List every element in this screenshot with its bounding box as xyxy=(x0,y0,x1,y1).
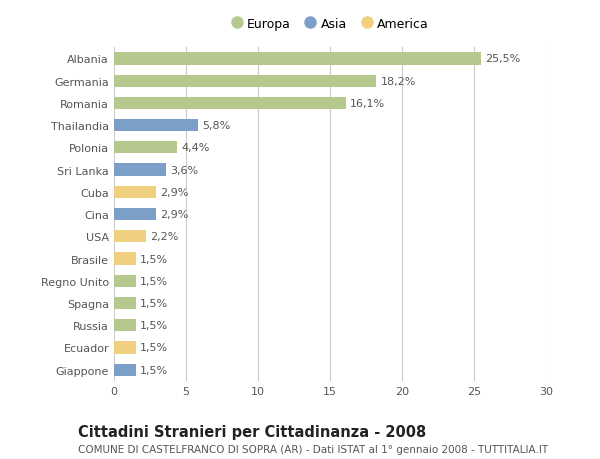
Bar xyxy=(114,186,156,198)
Text: 16,1%: 16,1% xyxy=(350,99,385,109)
Text: 1,5%: 1,5% xyxy=(140,365,168,375)
Legend: Europa, Asia, America: Europa, Asia, America xyxy=(228,15,432,35)
Bar xyxy=(114,231,146,243)
Text: 2,9%: 2,9% xyxy=(160,187,188,197)
Bar xyxy=(114,319,136,331)
Bar xyxy=(114,98,346,110)
Bar xyxy=(114,53,481,65)
Text: 25,5%: 25,5% xyxy=(485,54,521,64)
Bar xyxy=(114,275,136,287)
Text: 1,5%: 1,5% xyxy=(140,343,168,353)
Bar xyxy=(114,142,178,154)
Text: Cittadini Stranieri per Cittadinanza - 2008: Cittadini Stranieri per Cittadinanza - 2… xyxy=(78,425,426,440)
Text: COMUNE DI CASTELFRANCO DI SOPRA (AR) - Dati ISTAT al 1° gennaio 2008 - TUTTITALI: COMUNE DI CASTELFRANCO DI SOPRA (AR) - D… xyxy=(78,444,548,454)
Bar xyxy=(114,164,166,176)
Text: 1,5%: 1,5% xyxy=(140,320,168,330)
Bar xyxy=(114,253,136,265)
Text: 4,4%: 4,4% xyxy=(182,143,210,153)
Bar xyxy=(114,75,376,88)
Text: 1,5%: 1,5% xyxy=(140,298,168,308)
Text: 2,2%: 2,2% xyxy=(150,232,178,242)
Text: 5,8%: 5,8% xyxy=(202,121,230,131)
Bar xyxy=(114,120,197,132)
Text: 1,5%: 1,5% xyxy=(140,254,168,264)
Text: 2,9%: 2,9% xyxy=(160,210,188,219)
Text: 1,5%: 1,5% xyxy=(140,276,168,286)
Bar xyxy=(114,341,136,354)
Bar xyxy=(114,297,136,309)
Bar xyxy=(114,364,136,376)
Text: 18,2%: 18,2% xyxy=(380,77,416,86)
Bar xyxy=(114,208,156,221)
Text: 3,6%: 3,6% xyxy=(170,165,198,175)
